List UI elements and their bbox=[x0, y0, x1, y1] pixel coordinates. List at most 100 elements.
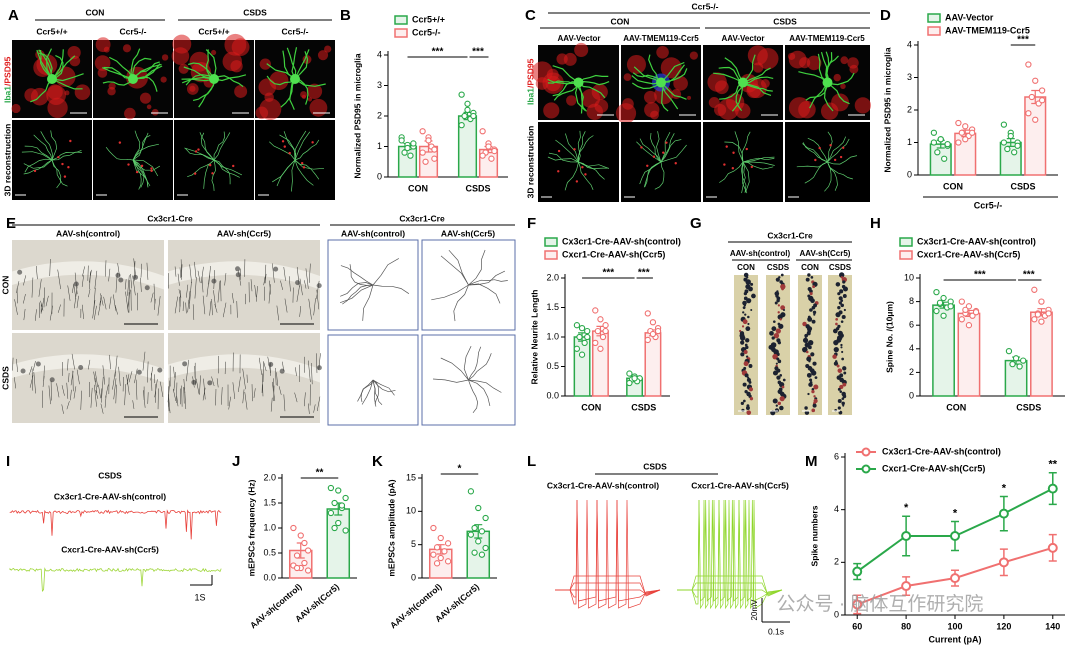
data-point bbox=[1031, 316, 1038, 323]
process bbox=[132, 65, 163, 80]
psd95-signal bbox=[747, 45, 768, 66]
neurite bbox=[134, 368, 138, 384]
data-point bbox=[1014, 142, 1021, 149]
label: 0.1s bbox=[768, 626, 784, 636]
data-point bbox=[947, 303, 954, 310]
data-point bbox=[425, 137, 432, 144]
x-tick-label: 100 bbox=[947, 621, 962, 631]
y-tick-label: 0 bbox=[411, 572, 416, 582]
data-point bbox=[478, 528, 486, 535]
neurite bbox=[92, 299, 96, 319]
process bbox=[269, 141, 296, 161]
process bbox=[547, 80, 579, 85]
spine bbox=[746, 276, 749, 279]
spine bbox=[837, 387, 841, 391]
data-point bbox=[1007, 132, 1014, 140]
neurite bbox=[174, 296, 178, 314]
spine bbox=[806, 372, 812, 378]
spine bbox=[777, 314, 783, 320]
process bbox=[23, 159, 53, 169]
data-point bbox=[1000, 139, 1008, 146]
process bbox=[51, 149, 82, 161]
neurite bbox=[48, 385, 51, 405]
label: Cx3cr1-Cre bbox=[767, 230, 813, 240]
process bbox=[23, 159, 53, 175]
x-tick-label: CON bbox=[943, 181, 963, 191]
spine bbox=[835, 322, 838, 326]
spine bbox=[806, 331, 811, 336]
data-point bbox=[458, 122, 465, 129]
process bbox=[639, 161, 662, 185]
spine bbox=[835, 312, 841, 318]
process bbox=[468, 270, 506, 286]
process bbox=[636, 141, 662, 163]
neurite bbox=[299, 306, 302, 317]
neurite bbox=[42, 375, 45, 387]
y-tick-label: 6 bbox=[834, 451, 839, 461]
spine bbox=[740, 340, 745, 345]
process bbox=[578, 161, 594, 190]
label: Iba1 bbox=[525, 88, 535, 105]
significance-label: ** bbox=[316, 468, 324, 479]
spine bbox=[748, 364, 753, 368]
data-point bbox=[1004, 145, 1011, 153]
process bbox=[181, 76, 215, 84]
neurite bbox=[304, 280, 307, 289]
label: AAV-TMEM119-Ccr5 bbox=[789, 34, 865, 43]
synapse bbox=[140, 164, 144, 168]
synapse bbox=[646, 164, 649, 167]
process bbox=[648, 54, 662, 83]
process bbox=[294, 78, 309, 105]
process bbox=[38, 52, 53, 80]
label: CSDS bbox=[0, 366, 10, 390]
process bbox=[552, 81, 579, 97]
legend-swatch bbox=[544, 250, 558, 260]
neurite bbox=[299, 364, 301, 382]
psd95-signal bbox=[752, 62, 764, 73]
psd95-signal bbox=[95, 37, 111, 53]
significance-label: * bbox=[953, 507, 958, 519]
spine bbox=[811, 305, 816, 310]
neurite bbox=[168, 401, 170, 412]
psd95-signal bbox=[543, 102, 560, 119]
neurite bbox=[236, 301, 238, 318]
label: CSDS bbox=[98, 470, 122, 480]
data-point bbox=[482, 514, 489, 522]
neurite bbox=[23, 293, 26, 304]
psd95-signal bbox=[574, 42, 589, 58]
cell-body bbox=[115, 272, 121, 278]
cell-body bbox=[235, 266, 241, 272]
spine bbox=[741, 325, 745, 328]
neurite bbox=[108, 268, 111, 282]
process bbox=[827, 138, 850, 163]
neurite bbox=[76, 295, 79, 308]
spine bbox=[804, 333, 809, 338]
process bbox=[660, 139, 682, 163]
process bbox=[578, 82, 606, 99]
neurite bbox=[67, 358, 69, 371]
process bbox=[742, 67, 771, 84]
cell-body bbox=[316, 365, 322, 371]
data-point bbox=[578, 324, 586, 332]
label: Cx3cr1-Cre-AAV-sh(control) bbox=[547, 480, 659, 490]
neurite bbox=[308, 298, 312, 320]
spine bbox=[802, 321, 807, 327]
neurite bbox=[94, 377, 98, 394]
process bbox=[577, 130, 581, 163]
neurite bbox=[272, 263, 275, 283]
y-tick-label: 3 bbox=[907, 72, 912, 82]
process bbox=[742, 161, 775, 166]
process bbox=[448, 249, 469, 286]
process bbox=[102, 78, 134, 86]
neurite bbox=[23, 308, 26, 321]
neurite bbox=[80, 390, 82, 410]
spine bbox=[776, 298, 780, 303]
psd95-signal bbox=[760, 79, 770, 88]
neurite bbox=[70, 371, 74, 386]
process bbox=[211, 159, 216, 191]
neurite bbox=[283, 267, 286, 281]
data-point bbox=[470, 112, 477, 120]
legend-label: Cx3cr1-Cre-AAV-sh(control) bbox=[917, 236, 1036, 246]
x-tick-label: CON bbox=[408, 183, 428, 193]
neurite bbox=[97, 300, 102, 316]
